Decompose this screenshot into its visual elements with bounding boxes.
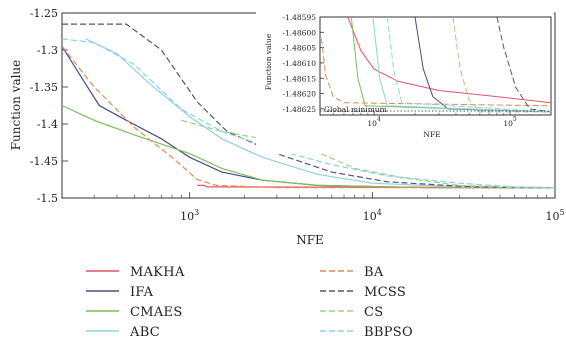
y-tick-label: -1.5	[37, 192, 58, 205]
series-line-mcss	[62, 23, 555, 189]
y-tick-label: -1.4	[37, 118, 58, 131]
y-tick-label: -1.35	[30, 81, 58, 94]
legend: MAKHA IFA CMAES ABC BA MCSS CS BBPSO	[86, 265, 413, 340]
legend-label-cs: CS	[364, 305, 383, 320]
series-line-abc	[85, 38, 555, 189]
global-minimum-label: Global minimum	[324, 105, 387, 114]
y-tick-label: -1.25	[30, 7, 58, 20]
inset-chart: -1.48595 -1.48600 -1.48605 -1.48610 -1.48615…	[256, 12, 554, 154]
x-tick-label: 103	[180, 208, 199, 223]
series-line-cs	[181, 119, 555, 189]
main-ylabel: Function value	[9, 60, 23, 151]
y-tick-label: -1.48600	[282, 28, 316, 37]
series-line-bbpso	[386, 17, 551, 113]
legend-label-bbpso: BBPSO	[364, 325, 413, 340]
series-line-cmaes	[62, 104, 555, 189]
inset-xlabel: NFE	[423, 130, 440, 139]
legend-label-makha: MAKHA	[130, 265, 185, 280]
legend-label-ba: BA	[364, 265, 384, 280]
series-line-makha	[347, 17, 551, 104]
inset-plot-frame	[319, 16, 552, 116]
y-tick-label: -1.45	[30, 155, 58, 168]
inset-ylabel: Function value	[264, 33, 273, 90]
legend-label-abc: ABC	[129, 325, 160, 340]
y-tick-label: -1.48620	[282, 90, 316, 99]
series-line-cs	[452, 17, 551, 113]
y-tick-label: -1.48610	[282, 59, 316, 68]
main-chart: -1.25 -1.3 -1.35 -1.4 -1.45 -1.5 103 104 105 Fun…	[9, 7, 565, 247]
y-tick-label: -1.48625	[282, 105, 316, 114]
series-line-mcss	[496, 17, 551, 113]
x-tick-label: 105	[545, 208, 564, 223]
main-xlabel: NFE	[296, 233, 324, 247]
series-line-abc	[372, 17, 551, 113]
legend-label-cmaes: CMAES	[130, 305, 183, 320]
y-tick-label: -1.48595	[282, 13, 316, 22]
inset-ticks: -1.48595 -1.48600 -1.48605 -1.48610 -1.48615…	[282, 13, 516, 128]
legend-label-ifa: IFA	[130, 285, 154, 300]
main-ticks: -1.25 -1.3 -1.35 -1.4 -1.45 -1.5 103 104 105	[30, 7, 565, 223]
y-tick-label: -1.48615	[282, 74, 316, 83]
series-line-ba	[321, 38, 551, 107]
x-tick-label: 104	[367, 116, 381, 128]
x-tick-label: 105	[503, 116, 517, 128]
legend-label-mcss: MCSS	[364, 285, 406, 300]
y-tick-label: -1.48605	[282, 44, 316, 53]
inset-series-lines	[321, 17, 551, 113]
series-line-ba	[62, 45, 555, 189]
y-tick-label: -1.3	[37, 44, 58, 57]
x-tick-label: 104	[363, 208, 382, 223]
